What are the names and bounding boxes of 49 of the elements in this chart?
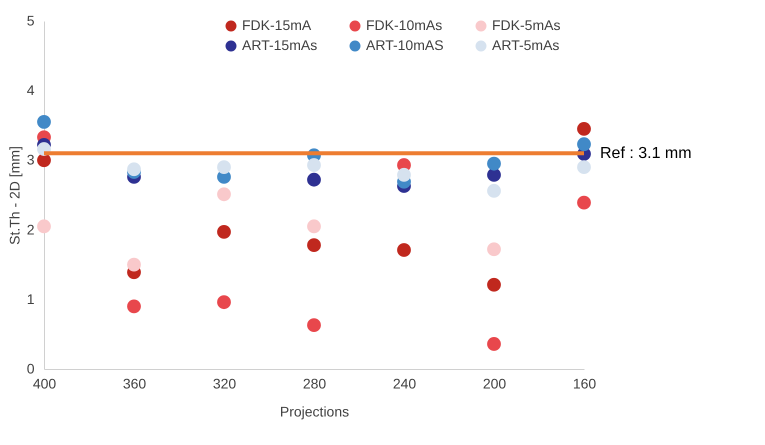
legend-label: FDK-5mAs <box>492 17 560 33</box>
point <box>217 160 231 174</box>
point <box>127 299 141 314</box>
point <box>397 243 411 257</box>
x-tick-label: 280 <box>302 376 326 392</box>
y-tick-label: 2 <box>26 221 35 238</box>
y-tick-label: 0 <box>26 360 35 376</box>
legend-label: ART-15mAs <box>242 37 318 53</box>
point <box>127 258 141 272</box>
point <box>217 187 231 202</box>
ref-line-label: Ref : 3.1 mm <box>600 145 692 162</box>
point <box>37 219 51 234</box>
y-tick-label: 3 <box>26 152 35 168</box>
legend-label: FDK-10mAs <box>366 17 442 33</box>
legend-label: FDK-15mA <box>242 17 312 33</box>
point <box>487 184 501 198</box>
point <box>217 225 231 239</box>
y-tick-label: 5 <box>26 12 35 28</box>
point <box>577 196 591 210</box>
point <box>487 242 501 256</box>
y-axis-title: St.Th - 2D [mm] <box>6 146 23 245</box>
point <box>37 115 51 129</box>
x-tick-label: 160 <box>572 376 596 392</box>
point <box>577 137 591 152</box>
point <box>487 168 501 182</box>
point <box>307 158 321 172</box>
point <box>307 318 321 332</box>
y-tick-label: 1 <box>26 290 35 307</box>
point <box>307 238 321 252</box>
x-tick-label: 400 <box>32 376 56 392</box>
point <box>577 160 591 174</box>
point <box>487 156 501 171</box>
point <box>577 122 591 136</box>
x-tick-label: 360 <box>122 376 146 392</box>
point <box>487 337 501 351</box>
y-tick-label: 4 <box>26 82 35 98</box>
x-axis-title: Projections <box>280 404 350 420</box>
point <box>307 219 321 234</box>
legend-label: ART-10mAS <box>366 37 444 53</box>
point <box>307 172 321 187</box>
point <box>217 295 231 310</box>
point <box>397 168 411 182</box>
point <box>127 162 141 176</box>
legend-label: ART-5mAs <box>492 37 560 53</box>
x-tick-label: 320 <box>212 376 236 392</box>
x-tick-label: 240 <box>392 376 416 392</box>
point <box>487 278 501 292</box>
x-tick-label: 200 <box>482 376 506 392</box>
point <box>37 153 51 168</box>
